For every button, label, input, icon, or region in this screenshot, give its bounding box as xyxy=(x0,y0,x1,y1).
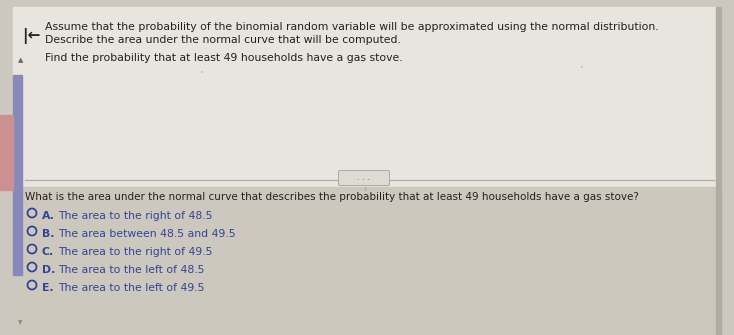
Text: E.: E. xyxy=(42,283,54,293)
Text: The area to the right of 48.5: The area to the right of 48.5 xyxy=(58,211,213,221)
Text: The area to the right of 49.5: The area to the right of 49.5 xyxy=(58,247,213,257)
Bar xyxy=(716,7,721,187)
Text: ': ' xyxy=(200,70,202,76)
Text: What is the area under the normal curve that describes the probability that at l: What is the area under the normal curve … xyxy=(25,192,639,202)
Text: D.: D. xyxy=(42,265,55,275)
Bar xyxy=(0,115,13,190)
Text: Assume that the probability of the binomial random variable will be approximated: Assume that the probability of the binom… xyxy=(45,22,658,32)
Text: .: . xyxy=(26,245,29,254)
Bar xyxy=(13,187,721,335)
Text: B.: B. xyxy=(42,229,54,239)
Text: C.: C. xyxy=(42,247,54,257)
Text: The area to the left of 49.5: The area to the left of 49.5 xyxy=(58,283,205,293)
Text: . . .: . . . xyxy=(357,174,371,183)
Text: A.: A. xyxy=(42,211,55,221)
Text: Find the probability that at least 49 households have a gas stove.: Find the probability that at least 49 ho… xyxy=(45,53,403,63)
Text: ▲: ▲ xyxy=(18,57,23,63)
FancyBboxPatch shape xyxy=(338,171,390,186)
Text: ▼: ▼ xyxy=(18,320,22,325)
Text: ': ' xyxy=(580,65,582,71)
Bar xyxy=(13,75,22,275)
Text: |←: |← xyxy=(22,28,40,44)
Text: The area between 48.5 and 49.5: The area between 48.5 and 49.5 xyxy=(58,229,236,239)
Text: Describe the area under the normal curve that will be computed.: Describe the area under the normal curve… xyxy=(45,35,401,45)
Bar xyxy=(13,7,721,187)
Bar xyxy=(716,187,721,335)
Text: The area to the left of 48.5: The area to the left of 48.5 xyxy=(58,265,205,275)
